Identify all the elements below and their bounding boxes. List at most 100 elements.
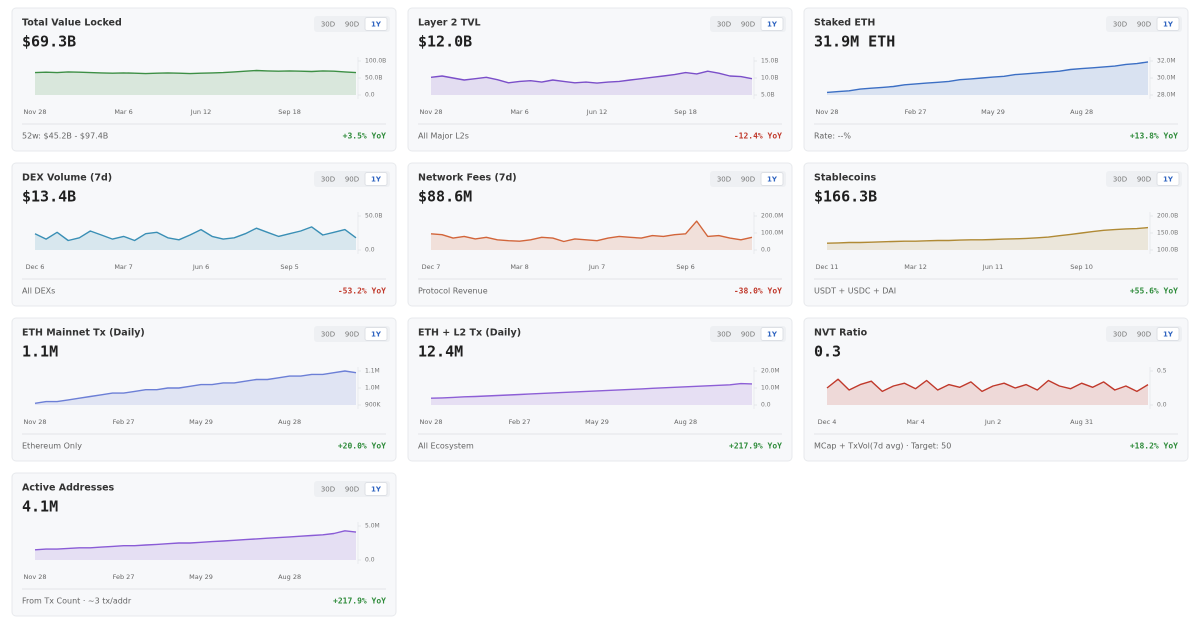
card-value: 0.3 [814,343,841,361]
card-title: NVT Ratio [814,328,868,339]
x-tick-label: May 29 [189,573,213,581]
period-button[interactable]: 30D [717,331,731,339]
y-tick-label: 100.0M [761,230,783,237]
period-active [760,172,784,186]
card-title: Staked ETH [814,18,875,29]
line [430,382,753,399]
period-button[interactable]: 90D [1137,21,1151,29]
footer-note: Rate: --% [814,132,851,141]
period-button[interactable]: 30D [717,21,731,29]
x-tick-label: Aug 31 [1070,418,1093,426]
x-tick-label: Dec 4 [818,418,837,426]
period-button[interactable]: 30D [1113,176,1127,184]
period-button[interactable]: 1Y [371,331,382,339]
line [34,370,357,404]
x-tick-label: Feb 27 [113,418,135,426]
x-tick-label: Nov 28 [419,418,442,426]
period-button[interactable]: 1Y [1163,21,1174,29]
card-value: 1.1M [22,343,58,361]
x-tick-label: Jun 2 [984,418,1001,426]
card-title: Stablecoins [814,173,876,184]
period-button[interactable]: 90D [741,331,755,339]
y-tick-label: 150.0B [1157,230,1178,237]
period-active [364,17,388,31]
period-button[interactable]: 1Y [371,21,382,29]
x-tick-label: Nov 28 [419,108,442,116]
period-button[interactable]: 1Y [371,176,382,184]
area [35,70,356,95]
period-button[interactable]: 1Y [767,331,778,339]
y-tick-label: 0.0 [365,92,375,99]
line [34,69,357,75]
x-tick-label: Aug 28 [1070,108,1093,116]
line [430,70,753,84]
x-tick-label: Aug 28 [674,418,697,426]
period-button[interactable]: 90D [1137,331,1151,339]
card: Staked ETH 31.9M ETH 30D 90D 1Y 32.0M 30.0M 28.… [803,7,1189,152]
card: NVT Ratio 0.3 30D 90D 1Y 0.5 0.0 Dec 4 Mar 4 Jun … [803,317,1189,462]
y-tick-label: 10.0B [761,75,778,82]
period-button[interactable]: 90D [345,21,359,29]
y-tick-label: 0.0 [761,402,771,409]
x-tick-label: Dec 7 [422,263,441,271]
x-tick-label: Mar 6 [510,108,528,116]
yoy-change: +217.9% YoY [729,442,782,451]
card-value: $12.0B [418,33,472,51]
period-active [364,482,388,496]
footer-note: Protocol Revenue [418,287,488,296]
card-value: 12.4M [418,343,463,361]
period-active [364,327,388,341]
y-tick-label: 30.0M [1157,75,1176,82]
x-tick-label: Nov 28 [23,108,46,116]
period-button[interactable]: 30D [321,176,335,184]
card-bg [11,317,397,462]
card-bg [803,317,1189,462]
card-value: $88.6M [418,188,472,206]
y-tick-label: 0.0 [365,557,375,564]
x-tick-label: Aug 28 [278,573,301,581]
period-button[interactable]: 1Y [371,486,382,494]
yoy-change: +3.5% YoY [343,132,387,141]
x-tick-label: Mar 12 [904,263,927,271]
card-value: 4.1M [22,498,58,516]
card-bg [803,162,1189,307]
x-tick-label: Mar 4 [906,418,924,426]
card-value: $13.4B [22,188,76,206]
x-tick-label: Dec 11 [816,263,839,271]
period-button[interactable]: 90D [345,331,359,339]
line [826,226,1149,244]
period-button[interactable]: 30D [1113,331,1127,339]
y-tick-label: 50.0B [365,213,382,220]
period-button[interactable]: 30D [321,486,335,494]
card: Stablecoins $166.3B 30D 90D 1Y 200.0B 150.0B 10… [803,162,1189,307]
footer-note: From Tx Count · ~3 tx/addr [22,597,132,606]
card: Active Addresses 4.1M 30D 90D 1Y 5.0M 0.0 Nov 2… [11,472,397,617]
period-button[interactable]: 90D [741,176,755,184]
period-button[interactable]: 1Y [1163,331,1174,339]
yoy-change: -53.2% YoY [338,287,386,296]
y-tick-label: 28.0M [1157,92,1176,99]
period-button[interactable]: 90D [741,21,755,29]
x-tick-label: May 29 [981,108,1005,116]
period-button[interactable]: 30D [321,21,335,29]
area [431,221,752,250]
card-bg [407,162,793,307]
period-button[interactable]: 30D [321,331,335,339]
card-bg [407,7,793,152]
period-active [1156,17,1180,31]
period-button[interactable]: 30D [1113,21,1127,29]
period-button[interactable]: 30D [717,176,731,184]
period-button[interactable]: 90D [345,486,359,494]
x-tick-label: Sep 5 [280,263,298,271]
x-tick-label: Jun 7 [588,263,605,271]
card-bg [11,472,397,617]
y-tick-label: 900K [365,402,381,409]
area [35,226,356,250]
period-button[interactable]: 1Y [1163,176,1174,184]
period-button[interactable]: 1Y [767,176,778,184]
period-button[interactable]: 90D [345,176,359,184]
period-button[interactable]: 90D [1137,176,1151,184]
x-tick-label: Sep 18 [674,108,697,116]
period-button[interactable]: 1Y [767,21,778,29]
yoy-change: +217.9% YoY [333,597,386,606]
